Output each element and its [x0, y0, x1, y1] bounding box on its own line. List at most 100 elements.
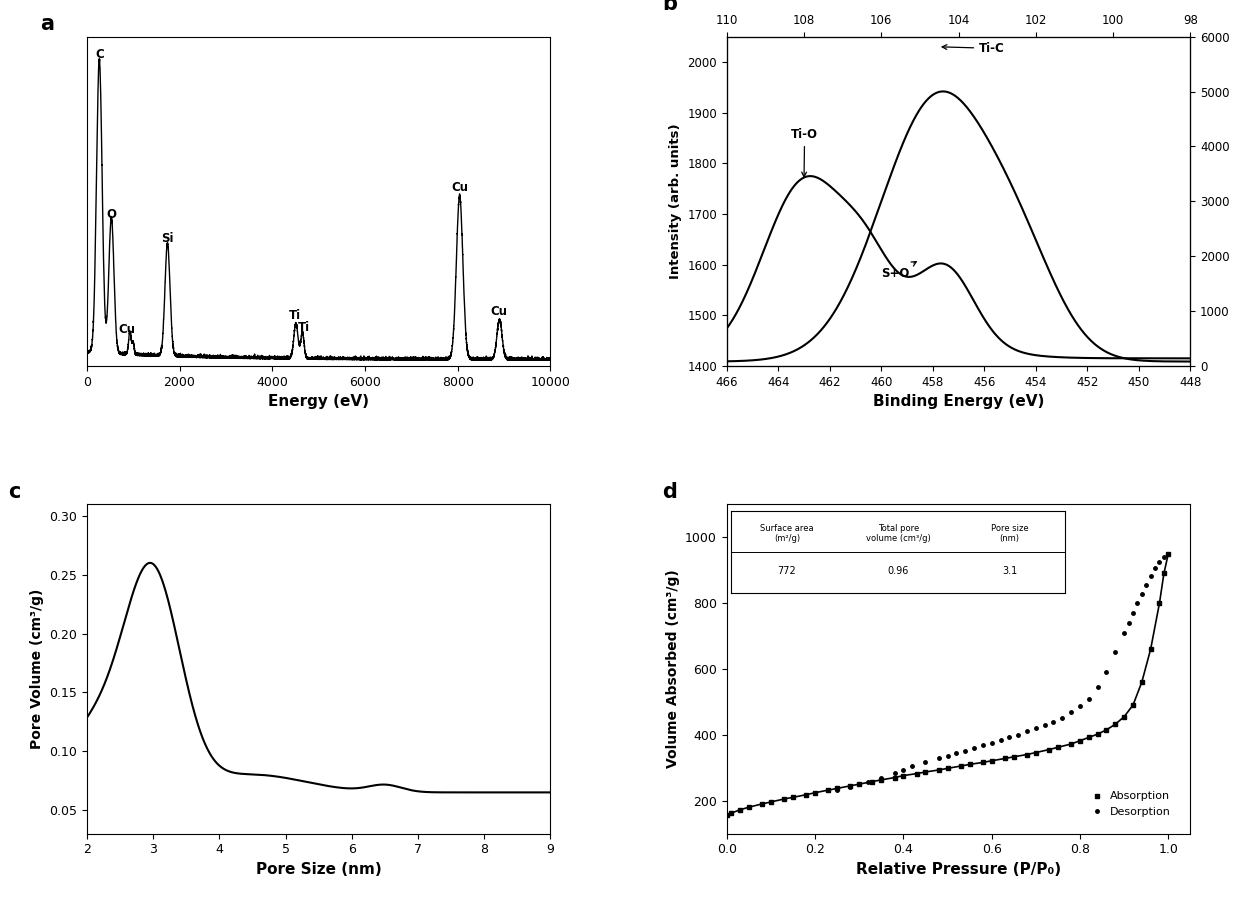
Desorption	[1121, 617, 1136, 628]
Desorption	[1135, 588, 1149, 599]
Desorption	[940, 750, 955, 761]
Desorption	[1011, 729, 1025, 740]
Text: Cu: Cu	[451, 180, 469, 193]
Absorption	[918, 767, 932, 778]
Desorption	[1047, 716, 1061, 727]
Y-axis label: Intensity (arb. units): Intensity (arb. units)	[668, 124, 682, 279]
Absorption	[1126, 700, 1141, 711]
Text: Ti-C: Ti-C	[942, 42, 1004, 55]
Absorption	[742, 802, 756, 812]
Line: Absorption: Absorption	[724, 551, 1171, 818]
Absorption	[843, 780, 858, 791]
Absorption	[976, 757, 991, 768]
X-axis label: Energy (eV): Energy (eV)	[268, 394, 370, 409]
Absorption	[852, 779, 867, 790]
Absorption	[799, 790, 813, 801]
Desorption	[1099, 667, 1114, 678]
Text: O: O	[107, 208, 117, 221]
Desorption	[1090, 682, 1105, 692]
Absorption	[940, 763, 955, 774]
Desorption	[1157, 551, 1172, 562]
Desorption	[949, 747, 963, 758]
Desorption	[1117, 627, 1132, 638]
Desorption	[843, 781, 858, 792]
Text: d: d	[662, 482, 677, 502]
Absorption	[997, 753, 1012, 764]
Desorption	[1107, 647, 1122, 658]
Absorption	[776, 793, 791, 804]
Absorption	[887, 772, 901, 783]
Absorption	[1064, 738, 1079, 749]
Absorption	[724, 808, 739, 819]
Text: S+O: S+O	[882, 262, 916, 280]
Absorption	[1028, 747, 1043, 758]
Desorption	[1081, 693, 1096, 704]
Absorption	[962, 759, 977, 770]
Text: b: b	[662, 0, 677, 15]
Text: Ti: Ti	[289, 309, 300, 322]
X-axis label: Relative Pressure (P/P₀): Relative Pressure (P/P₀)	[856, 862, 1061, 877]
Desorption	[993, 735, 1008, 746]
Desorption	[976, 740, 991, 751]
Absorption	[1152, 597, 1167, 608]
Desorption	[861, 776, 875, 787]
Desorption	[918, 757, 932, 768]
Absorption	[1135, 677, 1149, 688]
Desorption	[1019, 726, 1034, 737]
Absorption	[1099, 725, 1114, 736]
Text: C: C	[95, 48, 104, 60]
Desorption	[985, 737, 999, 748]
Desorption	[887, 768, 901, 779]
Line: Desorption: Desorption	[833, 551, 1172, 793]
Desorption	[1002, 732, 1017, 743]
Desorption	[874, 772, 889, 783]
Legend: Absorption, Desorption: Absorption, Desorption	[1085, 787, 1176, 822]
Absorption	[1117, 711, 1132, 722]
Desorption	[1126, 607, 1141, 618]
Absorption	[821, 785, 836, 796]
Desorption	[957, 745, 972, 756]
Absorption	[931, 765, 946, 776]
Desorption	[897, 764, 911, 775]
Desorption	[852, 779, 867, 790]
X-axis label: Binding Energy (eV): Binding Energy (eV)	[873, 394, 1044, 409]
Absorption	[1090, 728, 1105, 739]
Absorption	[785, 791, 800, 802]
Desorption	[1055, 712, 1070, 723]
Desorption	[931, 753, 946, 764]
Absorption	[807, 787, 822, 798]
Desorption	[1028, 723, 1043, 734]
Absorption	[1007, 751, 1022, 762]
Absorption	[1157, 568, 1172, 579]
Absorption	[874, 774, 889, 785]
Absorption	[866, 776, 880, 787]
Text: a: a	[41, 14, 55, 34]
Absorption	[954, 760, 968, 771]
Absorption	[1050, 742, 1065, 753]
Desorption	[905, 761, 920, 772]
Text: Si: Si	[161, 232, 174, 245]
Text: Ti-O: Ti-O	[791, 128, 818, 177]
Absorption	[897, 770, 911, 781]
Absorption	[1143, 644, 1158, 655]
Absorption	[1081, 732, 1096, 743]
Desorption	[1037, 719, 1052, 730]
Y-axis label: Volume Absorbed (cm³/g): Volume Absorbed (cm³/g)	[666, 570, 680, 769]
Desorption	[1148, 563, 1163, 574]
Absorption	[985, 756, 999, 767]
Absorption	[1042, 744, 1056, 755]
Absorption	[764, 796, 779, 807]
Text: Cu: Cu	[490, 305, 507, 318]
Desorption	[830, 785, 844, 796]
Text: Ti: Ti	[298, 322, 310, 334]
Desorption	[1130, 597, 1145, 608]
Absorption	[755, 799, 770, 810]
Absorption	[1107, 719, 1122, 730]
Y-axis label: Pore Volume (cm³/g): Pore Volume (cm³/g)	[30, 589, 43, 749]
Text: c: c	[7, 482, 20, 502]
Desorption	[1073, 701, 1087, 712]
Absorption	[909, 769, 924, 780]
X-axis label: Pore Size (nm): Pore Size (nm)	[255, 862, 382, 877]
Desorption	[1138, 579, 1153, 590]
Absorption	[830, 783, 844, 794]
